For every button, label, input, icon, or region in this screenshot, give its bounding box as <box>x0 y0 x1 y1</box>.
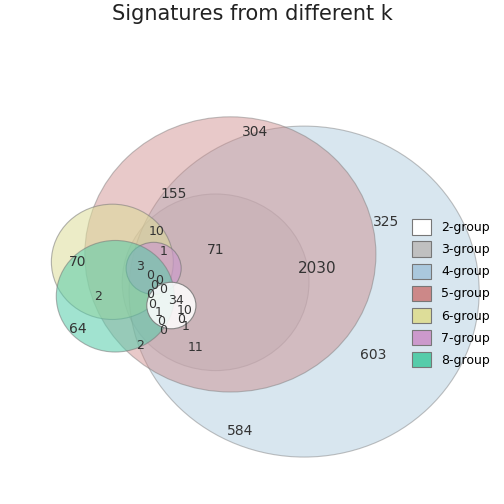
Ellipse shape <box>122 194 309 370</box>
Text: 0: 0 <box>148 298 156 311</box>
Text: 64: 64 <box>69 322 87 336</box>
Title: Signatures from different k: Signatures from different k <box>111 4 393 24</box>
Text: 0: 0 <box>146 288 154 301</box>
Text: 584: 584 <box>227 424 254 438</box>
Text: 155: 155 <box>160 187 186 201</box>
Ellipse shape <box>126 242 181 294</box>
Text: 2030: 2030 <box>297 261 336 276</box>
Text: 304: 304 <box>242 124 268 139</box>
Text: 2: 2 <box>94 290 101 303</box>
Text: 1: 1 <box>160 245 167 258</box>
Text: 11: 11 <box>188 341 204 354</box>
Ellipse shape <box>56 240 174 352</box>
Text: 2: 2 <box>136 339 144 352</box>
Text: 71: 71 <box>207 243 224 257</box>
Text: 0: 0 <box>159 324 167 337</box>
Ellipse shape <box>147 282 196 329</box>
Text: 325: 325 <box>372 215 399 229</box>
Text: 0: 0 <box>150 279 158 292</box>
Text: 0: 0 <box>177 313 185 326</box>
Ellipse shape <box>129 126 479 457</box>
Text: 0: 0 <box>156 274 164 287</box>
Ellipse shape <box>51 204 173 320</box>
Text: 10: 10 <box>176 304 192 317</box>
Text: 0: 0 <box>159 283 167 296</box>
Text: 10: 10 <box>149 225 164 238</box>
Ellipse shape <box>85 117 376 392</box>
Text: 3: 3 <box>136 260 144 273</box>
Text: 1: 1 <box>182 321 190 334</box>
Text: 0: 0 <box>146 269 154 282</box>
Text: 0: 0 <box>158 315 165 328</box>
Text: 34: 34 <box>168 294 184 307</box>
Text: 1: 1 <box>155 306 162 320</box>
Text: 70: 70 <box>69 255 87 269</box>
Text: 603: 603 <box>360 348 386 362</box>
Legend: 2-group, 3-group, 4-group, 5-group, 6-group, 7-group, 8-group: 2-group, 3-group, 4-group, 5-group, 6-gr… <box>409 216 493 371</box>
